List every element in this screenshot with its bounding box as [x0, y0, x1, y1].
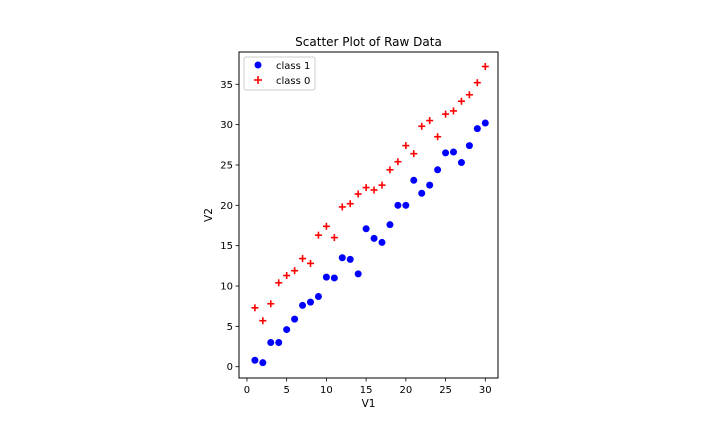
point-class-0: [481, 63, 489, 71]
point-class-1: [457, 159, 465, 167]
point-class-1: [291, 315, 299, 323]
data-points: [251, 63, 489, 367]
point-class-1: [251, 356, 259, 364]
point-class-0: [275, 279, 283, 287]
point-class-1: [267, 338, 275, 346]
point-class-1: [386, 221, 394, 229]
y-tick-label: 0: [227, 362, 233, 373]
x-tick-label: 25: [439, 385, 452, 396]
y-tick-label: 35: [220, 80, 233, 91]
point-class-0: [465, 91, 473, 99]
y-tick-label: 10: [220, 282, 233, 293]
point-class-1: [259, 359, 267, 367]
point-class-0: [394, 158, 402, 166]
point-class-0: [354, 190, 362, 198]
legend: class 1 class 0: [243, 56, 316, 91]
point-class-0: [307, 259, 315, 267]
point-class-1: [330, 274, 338, 282]
point-class-1: [481, 119, 489, 127]
y-tick-label: 30: [220, 120, 233, 131]
point-class-0: [322, 222, 330, 230]
point-class-0: [402, 142, 410, 150]
x-tick-label: 20: [399, 385, 412, 396]
point-class-0: [267, 300, 275, 308]
x-axis-label: V1: [362, 398, 376, 410]
point-class-0: [362, 184, 370, 192]
plot-area: [239, 52, 498, 378]
x-tick-label: 15: [360, 385, 373, 396]
point-class-1: [283, 326, 291, 334]
point-class-1: [370, 234, 378, 242]
point-class-0: [370, 186, 378, 194]
point-class-1: [362, 225, 370, 233]
point-class-0: [338, 203, 346, 211]
y-tick-label: 20: [220, 201, 233, 212]
point-class-0: [378, 181, 386, 189]
point-class-0: [259, 317, 267, 325]
point-class-1: [402, 201, 410, 209]
point-class-1: [299, 301, 307, 309]
point-class-0: [283, 272, 291, 280]
point-class-1: [338, 254, 346, 262]
legend-label-class-0: class 0: [276, 76, 310, 87]
point-class-1: [378, 238, 386, 246]
x-axis-ticks: 0 5 10 15 20 25 30: [244, 378, 492, 396]
point-class-0: [291, 267, 299, 275]
point-class-0: [434, 133, 442, 141]
legend-label-class-1: class 1: [276, 61, 310, 72]
y-axis-label: V2: [203, 208, 215, 222]
chart-title: Scatter Plot of Raw Data: [295, 35, 442, 49]
legend-marker-class-0: [254, 76, 262, 84]
x-tick-label: 30: [479, 385, 492, 396]
point-class-1: [473, 125, 481, 133]
point-class-1: [426, 181, 434, 189]
point-class-0: [457, 97, 465, 105]
point-class-1: [442, 149, 450, 157]
point-class-1: [434, 166, 442, 174]
point-class-1: [418, 189, 426, 197]
x-tick-label: 10: [320, 385, 333, 396]
legend-box: [243, 56, 316, 91]
point-class-0: [450, 107, 458, 115]
point-class-1: [275, 338, 283, 346]
y-tick-label: 5: [227, 322, 233, 333]
plot-frame: [238, 51, 499, 379]
y-tick-label: 25: [220, 160, 233, 171]
point-class-1: [394, 201, 402, 209]
point-class-0: [473, 79, 481, 87]
x-tick-label: 0: [244, 385, 250, 396]
point-class-0: [418, 122, 426, 130]
point-class-0: [410, 150, 418, 158]
point-class-0: [251, 304, 259, 312]
y-axis-ticks: 0 5 10 15 20 25 30 35: [220, 80, 239, 373]
point-class-0: [330, 234, 338, 242]
point-class-0: [426, 117, 434, 125]
point-class-0: [299, 255, 307, 263]
point-class-1: [450, 148, 458, 156]
legend-marker-class-1: [254, 61, 262, 69]
point-class-0: [314, 231, 322, 239]
point-class-1: [322, 273, 330, 281]
point-class-1: [354, 270, 362, 278]
point-class-1: [346, 255, 354, 263]
point-class-0: [346, 200, 354, 208]
y-tick-label: 15: [220, 241, 233, 252]
point-class-1: [465, 142, 473, 150]
x-tick-label: 5: [283, 385, 289, 396]
point-class-1: [410, 176, 418, 184]
point-class-0: [442, 110, 450, 118]
point-class-0: [386, 166, 394, 174]
point-class-1: [314, 293, 322, 300]
point-class-1: [307, 298, 315, 306]
